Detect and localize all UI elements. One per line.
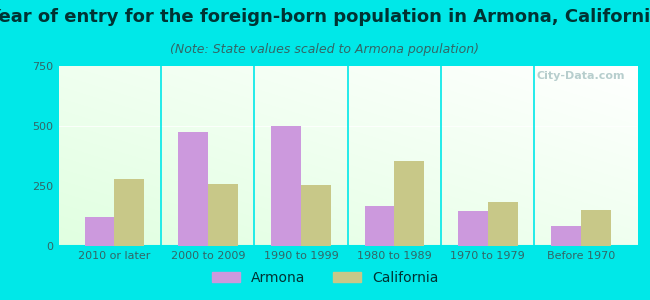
Text: City-Data.com: City-Data.com bbox=[537, 71, 625, 81]
Bar bbox=[488, 202, 517, 246]
Text: (Note: State values scaled to Armona population): (Note: State values scaled to Armona pop… bbox=[170, 44, 480, 56]
Bar bbox=[458, 211, 488, 246]
Bar bbox=[365, 206, 395, 246]
Text: Year of entry for the foreign-born population in Armona, California: Year of entry for the foreign-born popul… bbox=[0, 8, 650, 26]
Bar bbox=[114, 179, 144, 246]
Bar bbox=[208, 184, 238, 246]
Bar bbox=[581, 210, 611, 246]
Legend: Armona, California: Armona, California bbox=[206, 265, 444, 290]
Bar bbox=[84, 217, 114, 246]
Bar bbox=[395, 161, 424, 246]
Bar bbox=[551, 226, 581, 246]
Bar bbox=[271, 126, 301, 246]
Bar bbox=[301, 185, 331, 246]
Bar bbox=[178, 132, 208, 246]
